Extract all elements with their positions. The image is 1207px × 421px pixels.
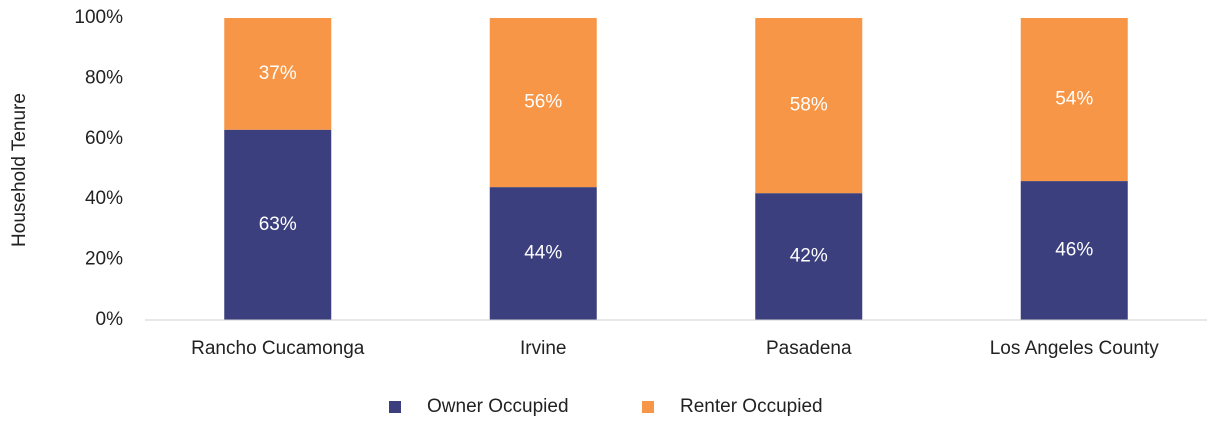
bar-segment bbox=[224, 18, 332, 130]
data-label: 44% bbox=[524, 243, 562, 264]
data-label: 42% bbox=[790, 246, 828, 267]
y-tick-label: 80% bbox=[85, 67, 123, 88]
y-tick-label: 40% bbox=[85, 188, 123, 209]
legend-label: Owner Occupied bbox=[427, 396, 569, 417]
y-axis-label: Household Tenure bbox=[9, 93, 30, 247]
bar-segment bbox=[224, 129, 332, 320]
bar-segment bbox=[1020, 181, 1128, 320]
bar-segment bbox=[1020, 18, 1128, 182]
x-tick-label: Irvine bbox=[520, 338, 566, 359]
y-tick-label: 60% bbox=[85, 128, 123, 149]
legend-label: Renter Occupied bbox=[680, 396, 823, 417]
data-label: 37% bbox=[259, 63, 297, 84]
bar-segment bbox=[489, 18, 597, 188]
y-tick-label: 100% bbox=[74, 7, 123, 28]
legend-swatch bbox=[642, 401, 654, 413]
y-tick-label: 20% bbox=[85, 249, 123, 270]
data-label: 63% bbox=[259, 214, 297, 235]
x-tick-label: Pasadena bbox=[766, 338, 852, 359]
bar-segment bbox=[755, 193, 863, 320]
data-label: 58% bbox=[790, 95, 828, 116]
x-tick-label: Los Angeles County bbox=[990, 338, 1160, 359]
data-label: 54% bbox=[1055, 89, 1093, 110]
data-label: 46% bbox=[1055, 240, 1093, 261]
y-tick-label: 0% bbox=[96, 309, 124, 330]
legend-swatch bbox=[389, 401, 401, 413]
data-label: 56% bbox=[524, 92, 562, 113]
bar-segment bbox=[755, 18, 863, 194]
bar-segment bbox=[489, 187, 597, 320]
x-tick-label: Rancho Cucamonga bbox=[191, 338, 365, 359]
